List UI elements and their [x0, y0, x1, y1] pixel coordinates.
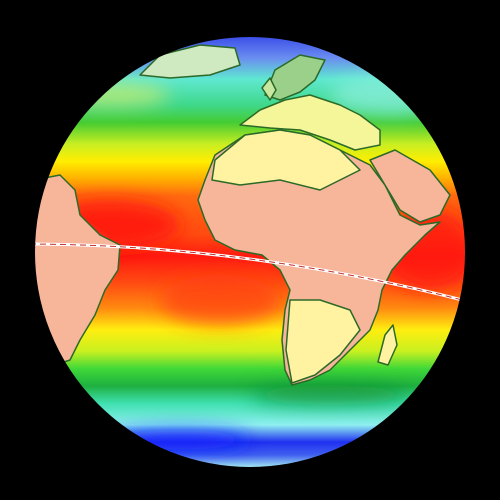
globe-outline [33, 35, 467, 469]
equator [34, 242, 466, 304]
equator-dash [34, 243, 466, 303]
arabia [369, 149, 451, 223]
africa [197, 129, 441, 386]
europe [239, 94, 381, 151]
britain [261, 77, 277, 101]
globe [34, 36, 466, 468]
continents [34, 44, 451, 386]
madagascar [377, 324, 398, 366]
scandinavia [264, 54, 326, 101]
africa-north [211, 129, 361, 191]
africa-south [285, 299, 361, 384]
